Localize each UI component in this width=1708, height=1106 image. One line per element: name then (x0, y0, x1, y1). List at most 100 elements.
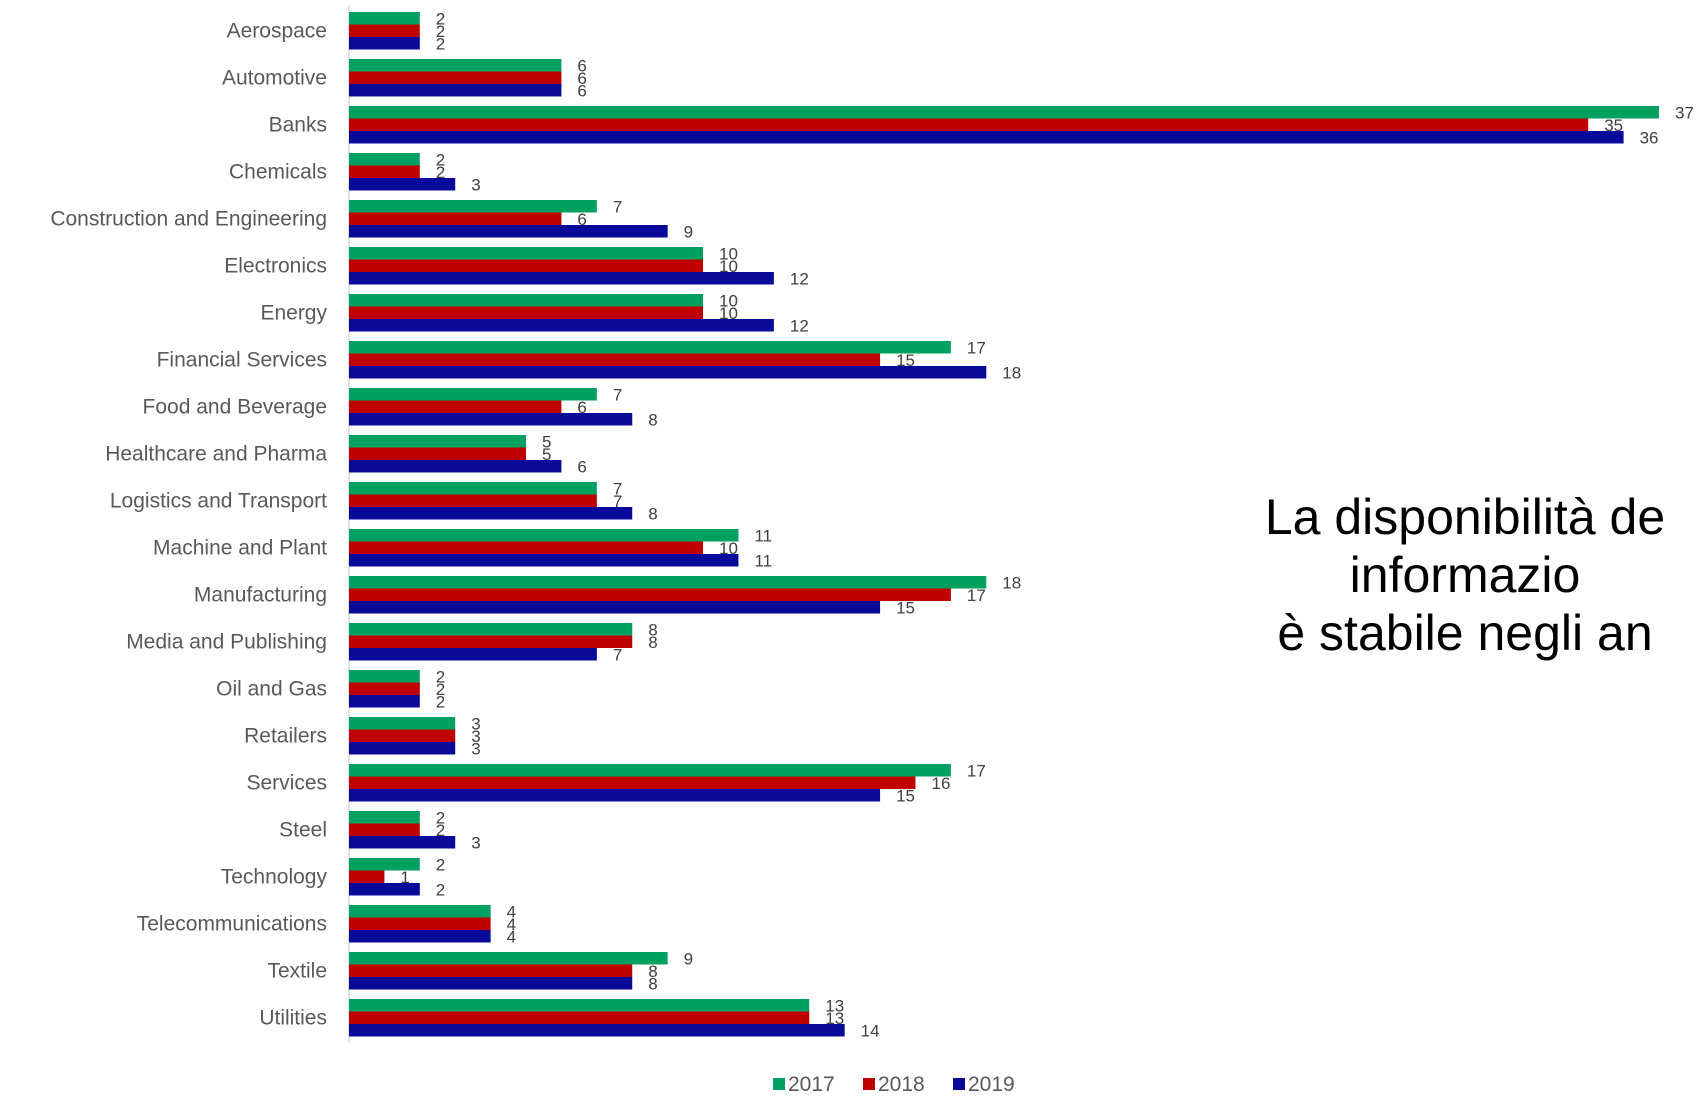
bar-retailers-2019 (349, 742, 456, 755)
value-label-banks-2018: 35 (1604, 116, 1623, 135)
bar-food-and-beverage-2019 (349, 413, 633, 426)
value-label-services-2019: 15 (896, 786, 915, 805)
bar-machine-and-plant-2019 (349, 554, 739, 567)
bar-oil-and-gas-2017 (349, 670, 420, 683)
bar-automotive-2017 (349, 59, 562, 72)
value-label-steel-2019: 3 (471, 833, 480, 852)
value-label-healthcare-and-pharma-2017: 5 (542, 432, 551, 451)
value-label-media-and-publishing-2019: 7 (613, 645, 622, 664)
legend-label-2018: 2018 (878, 1073, 925, 1096)
value-label-logistics-and-transport-2017: 7 (613, 479, 622, 498)
value-label-manufacturing-2018: 17 (967, 586, 986, 605)
bar-technology-2018 (349, 870, 385, 883)
value-label-construction-and-engineering-2018: 6 (577, 210, 586, 229)
bar-energy-2019 (349, 319, 774, 332)
legend-swatch-2017 (773, 1078, 785, 1090)
bar-textile-2017 (349, 952, 668, 965)
bar-automotive-2018 (349, 71, 562, 84)
value-label-utilities-2018: 13 (825, 1009, 844, 1028)
bar-retailers-2018 (349, 729, 456, 742)
legend-swatch-2019 (953, 1078, 965, 1090)
category-label-retailers: Retailers (244, 725, 327, 748)
bar-healthcare-and-pharma-2019 (349, 460, 562, 473)
bars-group (349, 12, 1659, 1037)
value-label-food-and-beverage-2017: 7 (613, 385, 622, 404)
bar-telecommunications-2017 (349, 905, 491, 918)
category-label-technology: Technology (221, 866, 328, 889)
value-label-retailers-2018: 3 (471, 727, 480, 746)
value-labels: 2226663735362237691010121010121715187685… (400, 9, 1694, 1040)
category-label-construction-and-engineering: Construction and Engineering (50, 208, 327, 231)
bar-logistics-and-transport-2018 (349, 494, 597, 507)
bar-chemicals-2017 (349, 153, 420, 166)
category-label-services: Services (246, 772, 327, 795)
value-label-services-2018: 16 (931, 774, 950, 793)
bar-technology-2017 (349, 858, 420, 871)
value-label-media-and-publishing-2018: 8 (648, 633, 657, 652)
value-label-utilities-2019: 14 (861, 1021, 880, 1040)
bar-logistics-and-transport-2017 (349, 482, 597, 495)
bar-aerospace-2018 (349, 24, 420, 37)
bar-automotive-2019 (349, 84, 562, 97)
value-label-energy-2017: 10 (719, 291, 738, 310)
category-label-logistics-and-transport: Logistics and Transport (110, 490, 327, 513)
category-label-steel: Steel (279, 819, 327, 842)
bar-chemicals-2019 (349, 178, 456, 191)
category-label-manufacturing: Manufacturing (194, 584, 327, 607)
value-label-logistics-and-transport-2019: 8 (648, 504, 657, 523)
value-label-construction-and-engineering-2019: 9 (684, 222, 693, 241)
bar-steel-2018 (349, 823, 420, 836)
value-label-telecommunications-2017: 4 (507, 902, 516, 921)
value-label-oil-and-gas-2017: 2 (436, 667, 445, 686)
bar-food-and-beverage-2018 (349, 400, 562, 413)
value-label-automotive-2017: 6 (577, 56, 586, 75)
value-label-technology-2017: 2 (436, 855, 445, 874)
legend: 2017 2018 2019 (773, 1073, 1015, 1096)
bar-electronics-2019 (349, 272, 774, 285)
side-text: La disponibilità de informazio è stabile… (1185, 488, 1708, 662)
bar-utilities-2017 (349, 999, 810, 1012)
category-labels: Aerospace Automotive Banks Chemicals Constru… (50, 20, 327, 1030)
bar-electronics-2017 (349, 247, 704, 260)
bar-aerospace-2019 (349, 37, 420, 50)
category-label-aerospace: Aerospace (227, 20, 327, 43)
value-label-textile-2018: 8 (648, 962, 657, 981)
bar-healthcare-and-pharma-2018 (349, 447, 527, 460)
value-label-automotive-2019: 6 (577, 81, 586, 100)
bar-banks-2019 (349, 131, 1624, 144)
value-label-textile-2019: 8 (648, 974, 657, 993)
value-label-banks-2019: 36 (1640, 128, 1659, 147)
bar-financial-services-2018 (349, 353, 881, 366)
category-label-telecommunications: Telecommunications (137, 913, 327, 936)
bar-oil-and-gas-2019 (349, 695, 420, 708)
bar-services-2019 (349, 789, 881, 802)
value-label-financial-services-2019: 18 (1002, 363, 1021, 382)
value-label-automotive-2018: 6 (577, 69, 586, 88)
bar-utilities-2019 (349, 1024, 845, 1037)
value-label-utilities-2017: 13 (825, 996, 844, 1015)
category-label-machine-and-plant: Machine and Plant (153, 537, 327, 560)
value-label-technology-2018: 1 (400, 868, 409, 887)
value-label-chemicals-2018: 2 (436, 163, 445, 182)
bar-manufacturing-2017 (349, 576, 987, 589)
value-label-machine-and-plant-2017: 11 (754, 526, 772, 545)
value-label-electronics-2017: 10 (719, 244, 738, 263)
category-label-energy: Energy (260, 302, 327, 325)
value-label-machine-and-plant-2018: 10 (719, 539, 738, 558)
bar-technology-2019 (349, 883, 420, 896)
bar-media-and-publishing-2019 (349, 648, 597, 661)
category-label-media-and-publishing: Media and Publishing (126, 631, 327, 654)
bar-energy-2017 (349, 294, 704, 307)
value-label-aerospace-2017: 2 (436, 9, 445, 28)
bar-steel-2019 (349, 836, 456, 849)
bar-construction-and-engineering-2018 (349, 212, 562, 225)
bar-financial-services-2017 (349, 341, 951, 354)
value-label-manufacturing-2019: 15 (896, 598, 915, 617)
bar-textile-2018 (349, 964, 633, 977)
value-label-retailers-2019: 3 (471, 739, 480, 758)
bar-media-and-publishing-2017 (349, 623, 633, 636)
value-label-healthcare-and-pharma-2018: 5 (542, 445, 551, 464)
bar-manufacturing-2018 (349, 588, 951, 601)
bar-logistics-and-transport-2019 (349, 507, 633, 520)
